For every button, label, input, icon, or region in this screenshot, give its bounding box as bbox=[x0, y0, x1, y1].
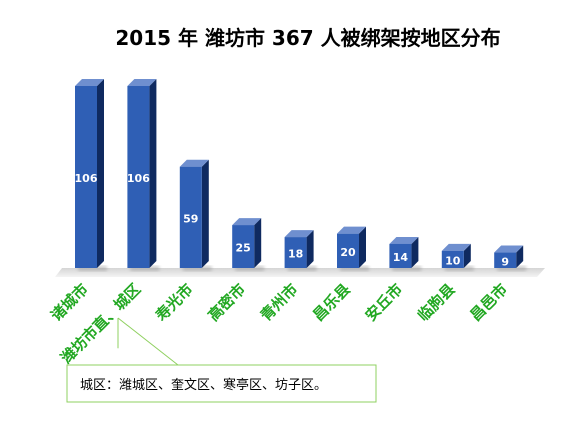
bar: 20 bbox=[337, 226, 369, 271]
bar-shadow bbox=[235, 266, 265, 271]
bar-top bbox=[127, 79, 157, 86]
bar-side bbox=[359, 226, 366, 268]
bar-side bbox=[463, 243, 471, 268]
bar-shadow bbox=[444, 266, 474, 271]
bar-top bbox=[389, 236, 419, 244]
bar-front bbox=[337, 233, 359, 268]
callout-pointer bbox=[104, 348, 130, 362]
bar-front bbox=[179, 166, 202, 268]
bar-side bbox=[149, 79, 157, 268]
bar: 18 bbox=[284, 230, 317, 271]
data-label: 9 bbox=[501, 255, 509, 268]
data-label: 106 bbox=[127, 172, 150, 185]
data-label: 14 bbox=[393, 251, 409, 264]
chart-title: 2015 年 潍坊市 367 人被绑架按地区分布 bbox=[115, 26, 500, 50]
bar-shadow bbox=[130, 266, 160, 271]
category-label: 青州市 bbox=[257, 280, 302, 325]
bar-shadow bbox=[182, 266, 212, 271]
bar: 10 bbox=[441, 243, 474, 271]
bar-front bbox=[75, 86, 97, 268]
annotation-callout: 城区：潍城区、奎文区、寒亭区、坊子区。 bbox=[66, 317, 377, 403]
bar-shadow bbox=[287, 266, 317, 271]
bar-front bbox=[494, 252, 517, 268]
bar-top bbox=[232, 218, 262, 226]
chart-floor bbox=[55, 268, 545, 277]
bar-top bbox=[494, 245, 524, 253]
data-label: 59 bbox=[183, 212, 198, 225]
bar-side bbox=[411, 236, 419, 268]
data-label: 25 bbox=[236, 242, 251, 255]
bar: 106 bbox=[75, 79, 107, 271]
data-label: 20 bbox=[340, 246, 356, 259]
category-label: 昌乐县 bbox=[309, 280, 354, 325]
callout-box bbox=[66, 364, 377, 403]
bar-side bbox=[201, 159, 209, 268]
bar-shadow bbox=[340, 266, 369, 271]
bar-top bbox=[284, 230, 314, 238]
data-label: 10 bbox=[445, 254, 461, 267]
callout-leader bbox=[117, 317, 179, 366]
category-label: 昌邑市 bbox=[466, 280, 511, 325]
bar: 59 bbox=[179, 159, 212, 271]
data-label: 106 bbox=[75, 172, 98, 185]
category-label: 高密市 bbox=[204, 280, 249, 325]
data-label: 18 bbox=[288, 248, 303, 261]
bar-front bbox=[127, 86, 150, 268]
bar-top bbox=[75, 79, 104, 86]
bar-side bbox=[516, 245, 524, 268]
bar: 25 bbox=[232, 218, 265, 271]
bars-group: 106 106 59 25 18 20 14 10 9 bbox=[75, 79, 527, 271]
bar: 14 bbox=[389, 236, 422, 271]
category-label: 安丘市 bbox=[362, 280, 407, 325]
floor-plane bbox=[55, 268, 545, 277]
bar-top bbox=[179, 159, 209, 167]
bar-shadow bbox=[78, 266, 107, 271]
bar-front bbox=[441, 250, 464, 268]
bar: 9 bbox=[494, 245, 527, 271]
bar-top bbox=[337, 226, 366, 234]
bar-side bbox=[97, 79, 104, 268]
bar-front bbox=[284, 237, 307, 268]
category-label: 诸城市 bbox=[47, 280, 92, 325]
bar-shadow bbox=[392, 266, 422, 271]
bar-side bbox=[306, 230, 314, 268]
bar-front bbox=[389, 243, 412, 268]
category-label: 寿光市 bbox=[152, 280, 197, 325]
bar-shadow bbox=[497, 266, 527, 271]
category-label: 临朐县 bbox=[414, 280, 459, 325]
bar-side bbox=[254, 218, 262, 268]
bar-top bbox=[441, 243, 471, 251]
bar: 106 bbox=[127, 79, 160, 271]
bar-front bbox=[232, 225, 255, 268]
callout-text: 城区：潍城区、奎文区、寒亭区、坊子区。 bbox=[80, 377, 327, 393]
